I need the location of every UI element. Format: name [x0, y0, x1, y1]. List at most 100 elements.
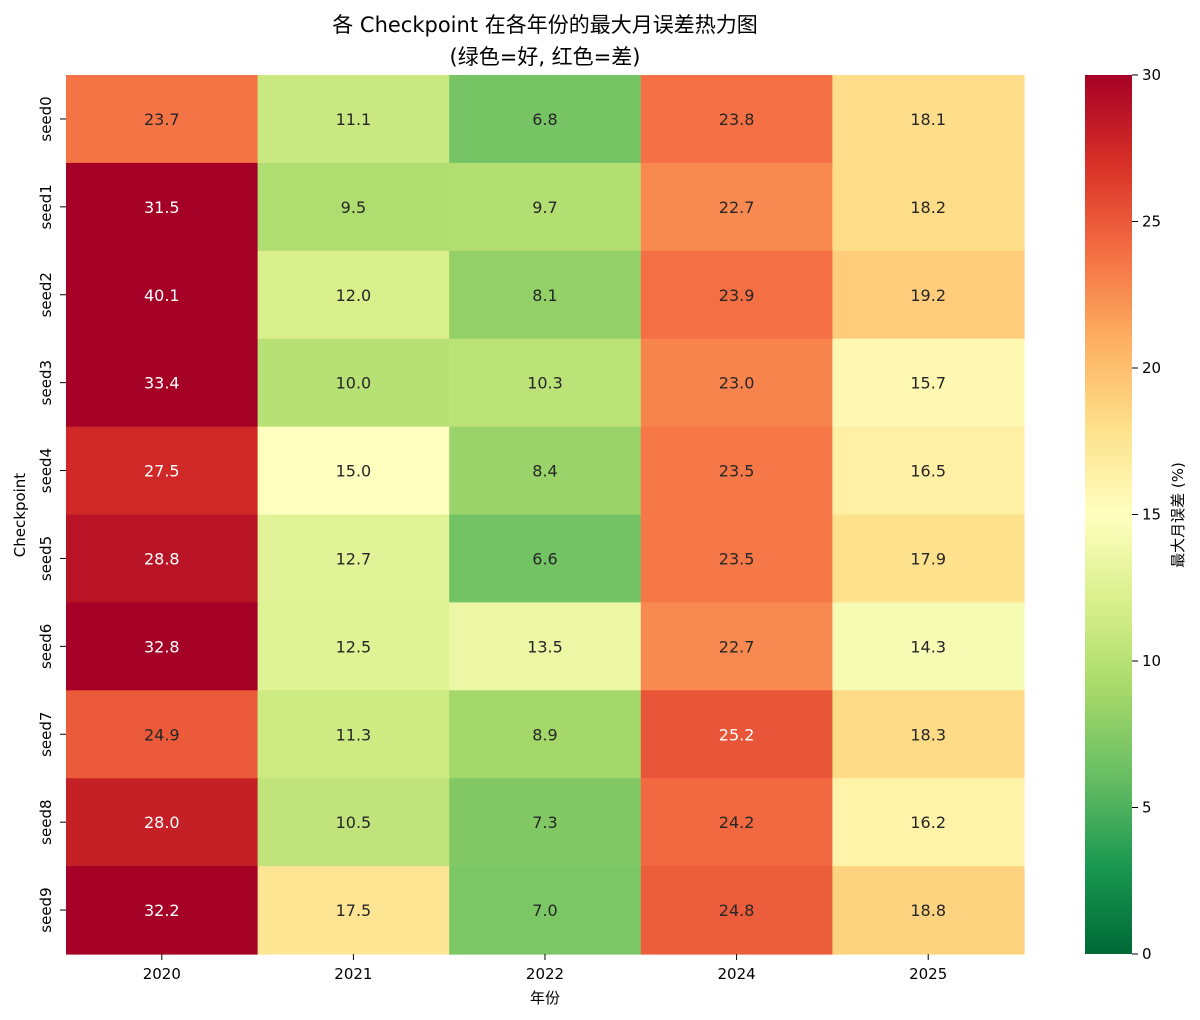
- heatmap-cell: [640, 866, 833, 955]
- cell-value-label: 13.5: [527, 637, 563, 656]
- y-tick-label: seed3: [37, 360, 55, 405]
- colorbar-tick-label: 5: [1142, 799, 1152, 817]
- heatmap-cell: [257, 866, 450, 955]
- colorbar-tick-label: 10: [1142, 652, 1161, 670]
- heatmap-cell: [640, 602, 833, 691]
- y-tick-label: seed4: [37, 448, 55, 493]
- heatmap-cell: [832, 778, 1025, 867]
- cell-value-label: 33.4: [144, 374, 180, 393]
- heatmap-cell: [66, 514, 259, 603]
- colorbar-tick-label: 25: [1142, 213, 1161, 231]
- x-tick-label: 2021: [334, 965, 372, 983]
- y-tick-label: seed1: [37, 184, 55, 229]
- heatmap-cell: [257, 690, 450, 779]
- cell-value-label: 12.7: [336, 549, 372, 568]
- cell-value-label: 28.0: [144, 813, 180, 832]
- heatmap-cell: [257, 778, 450, 867]
- cell-value-label: 40.1: [144, 286, 180, 305]
- cell-value-label: 23.5: [719, 549, 755, 568]
- heatmap-cell: [640, 690, 833, 779]
- cell-value-label: 7.0: [532, 901, 557, 920]
- cell-value-label: 15.0: [336, 462, 372, 481]
- heatmap-cell: [832, 426, 1025, 516]
- colorbar-tick-label: 15: [1142, 506, 1161, 524]
- cell-value-label: 31.5: [144, 198, 180, 217]
- heatmap-cell: [449, 778, 642, 867]
- heatmap-cell: [257, 75, 450, 164]
- x-tick-label: 2024: [718, 965, 756, 983]
- cell-value-label: 18.3: [910, 725, 946, 744]
- y-tick-label: seed9: [37, 887, 55, 932]
- heatmap-cell: [257, 162, 450, 252]
- cell-value-label: 23.7: [144, 110, 180, 129]
- cell-value-label: 12.5: [336, 637, 372, 656]
- heatmap-cell: [640, 75, 833, 164]
- cell-value-label: 28.8: [144, 549, 180, 568]
- y-tick-label: seed7: [37, 712, 55, 757]
- heatmap-cell: [640, 162, 833, 252]
- cell-value-label: 18.1: [910, 110, 946, 129]
- heatmap-cell: [449, 866, 642, 955]
- cell-value-label: 19.2: [910, 286, 946, 305]
- heatmap-cell: [257, 250, 450, 340]
- y-tick-label: seed2: [37, 272, 55, 317]
- heatmap-cell: [832, 866, 1025, 955]
- heatmap-cell: [66, 866, 259, 955]
- chart-subtitle: (绿色=好, 红色=差): [449, 45, 641, 69]
- cell-value-label: 10.5: [336, 813, 372, 832]
- heatmap-cell: [449, 75, 642, 164]
- heatmap-cell: [66, 250, 259, 340]
- y-axis-label: Checkpoint: [11, 473, 29, 558]
- x-tick-label: 2022: [526, 965, 564, 983]
- cell-value-label: 12.0: [336, 286, 372, 305]
- cell-value-label: 23.8: [719, 110, 755, 129]
- heatmap-cell: [640, 250, 833, 340]
- cell-value-label: 10.3: [527, 374, 563, 393]
- cell-value-label: 8.4: [532, 462, 557, 481]
- cell-value-label: 17.5: [336, 901, 372, 920]
- colorbar-tick-label: 30: [1142, 66, 1161, 84]
- heatmap-cell: [66, 338, 259, 428]
- heatmap-cell: [257, 602, 450, 691]
- heatmap-cell: [449, 250, 642, 340]
- heatmap-cell: [640, 338, 833, 428]
- cell-value-label: 8.1: [532, 286, 557, 305]
- cell-value-label: 22.7: [719, 637, 755, 656]
- cell-value-label: 25.2: [719, 725, 755, 744]
- cell-value-label: 9.7: [532, 198, 557, 217]
- cell-value-label: 16.2: [910, 813, 946, 832]
- colorbar-label: 最大月误差 (%): [1169, 462, 1187, 568]
- cell-value-label: 6.8: [532, 110, 557, 129]
- colorbar: [1085, 75, 1132, 954]
- x-tick-label: 2025: [909, 965, 947, 983]
- heatmap-cell: [257, 338, 450, 428]
- cell-value-label: 32.2: [144, 901, 180, 920]
- heatmap-cell: [832, 514, 1025, 603]
- cell-value-label: 23.5: [719, 462, 755, 481]
- heatmap-cell: [66, 778, 259, 867]
- y-tick-label: seed6: [37, 624, 55, 669]
- heatmap-cell: [449, 162, 642, 252]
- heatmap-cell: [449, 338, 642, 428]
- cell-value-label: 15.7: [910, 374, 946, 393]
- heatmap-cell: [832, 690, 1025, 779]
- cell-value-label: 17.9: [910, 549, 946, 568]
- heatmap-cell: [257, 426, 450, 516]
- x-tick-label: 2020: [143, 965, 181, 983]
- cell-value-label: 24.8: [719, 901, 755, 920]
- cell-value-label: 32.8: [144, 637, 180, 656]
- heatmap-cell: [66, 426, 259, 516]
- cell-value-label: 18.2: [910, 198, 946, 217]
- cell-value-label: 11.3: [336, 725, 372, 744]
- colorbar-tick-label: 20: [1142, 359, 1161, 377]
- heatmap-cell: [640, 514, 833, 603]
- cell-value-label: 6.6: [532, 549, 557, 568]
- cell-value-label: 22.7: [719, 198, 755, 217]
- cell-value-label: 23.9: [719, 286, 755, 305]
- heatmap-cell: [66, 162, 259, 252]
- colorbar-tick-label: 0: [1142, 945, 1152, 963]
- heatmap-cell: [640, 778, 833, 867]
- y-tick-label: seed0: [37, 96, 55, 141]
- x-axis-label: 年份: [530, 989, 560, 1007]
